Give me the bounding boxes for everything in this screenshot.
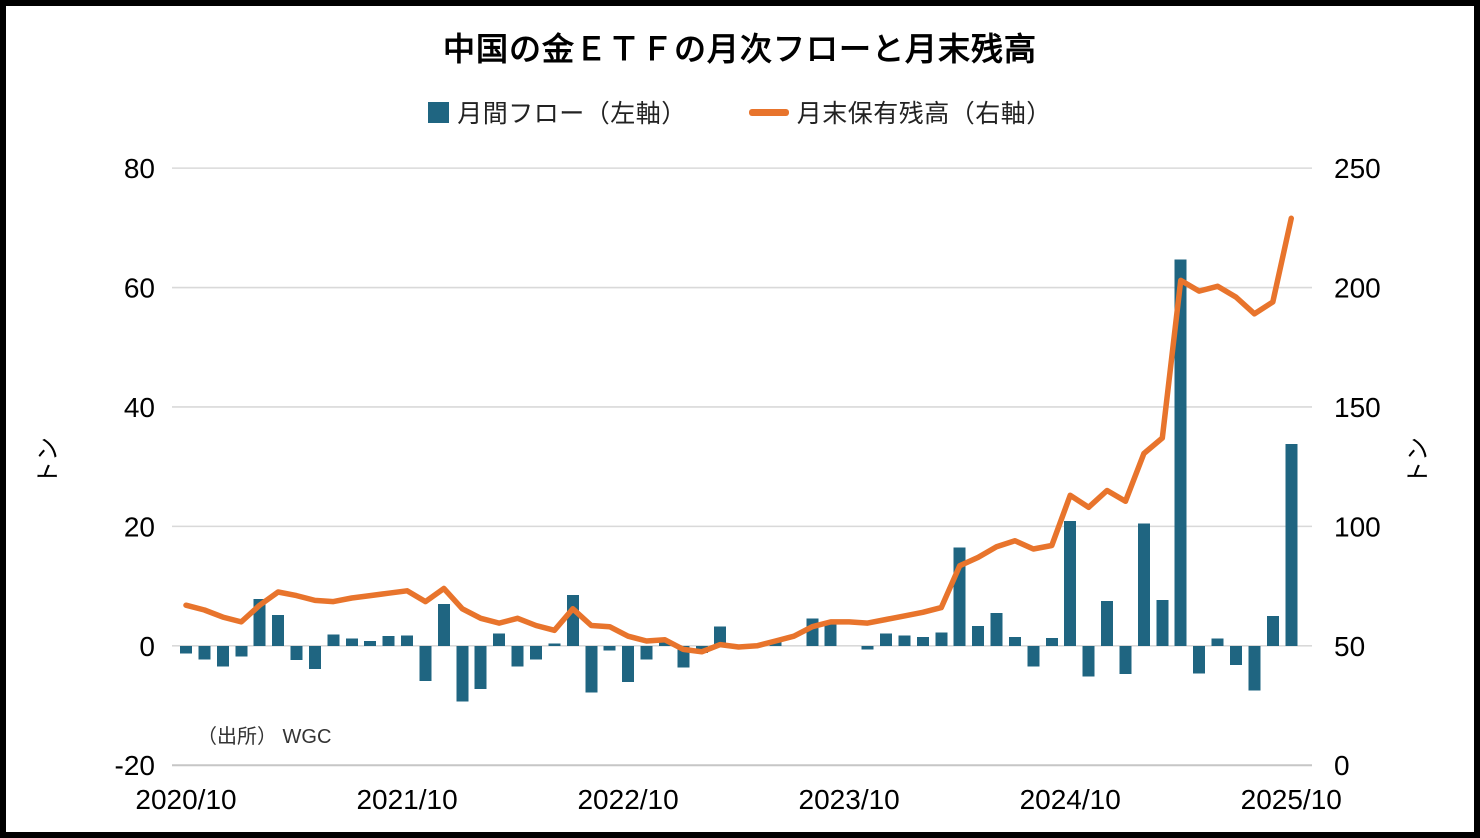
x-axis-tick-label: 2023/10 <box>799 784 900 815</box>
right-axis-tick-label: 200 <box>1334 273 1381 304</box>
flow-bar <box>658 641 671 646</box>
flow-bar <box>1193 645 1206 674</box>
x-axis-tick-label: 2022/10 <box>577 784 678 815</box>
source-note: （出所） WGC <box>197 725 331 748</box>
x-axis-tick-label: 2025/10 <box>1241 784 1342 815</box>
flow-bar <box>235 645 248 657</box>
flow-bar <box>585 645 598 693</box>
flow-bar <box>861 645 874 650</box>
right-axis-tick-label: 0 <box>1334 750 1350 781</box>
flow-bar <box>1045 638 1058 646</box>
flow-bar <box>1101 601 1114 646</box>
flow-bar <box>1082 645 1095 677</box>
flow-bar <box>714 626 727 646</box>
right-axis-tick-label: 250 <box>1334 153 1381 184</box>
flow-bar <box>1027 645 1040 667</box>
flow-bar <box>1174 259 1187 646</box>
flow-bar <box>456 645 469 702</box>
flow-bar <box>548 643 561 646</box>
flow-bar <box>198 645 211 660</box>
flow-bar <box>474 645 487 689</box>
flow-bar <box>419 645 432 682</box>
right-axis-title: トン <box>1405 437 1432 485</box>
flow-bar <box>511 645 524 667</box>
flow-bar <box>364 641 377 646</box>
x-axis-tick-label: 2024/10 <box>1020 784 1121 815</box>
flow-bar <box>216 645 229 667</box>
flow-bar <box>1137 523 1150 646</box>
legend-label-monthly-flow: 月間フロー（左軸） <box>457 100 687 128</box>
flow-bar <box>935 632 948 646</box>
x-axis-tick-label: 2021/10 <box>356 784 457 815</box>
flow-bar <box>1211 638 1224 646</box>
left-axis-tick-label: 40 <box>124 392 155 423</box>
flow-bar <box>1064 521 1077 646</box>
flow-bar <box>180 645 192 654</box>
flow-bar <box>308 645 321 670</box>
flow-bar <box>1008 636 1021 646</box>
flow-bar <box>401 635 414 646</box>
flow-bar <box>898 635 911 646</box>
flow-bar <box>990 612 1003 646</box>
x-axis-tick-label: 2020/10 <box>135 784 236 815</box>
flow-bar <box>1285 443 1298 646</box>
flow-bar <box>916 636 929 646</box>
holdings-line <box>183 215 1295 655</box>
right-axis-tick-label: 50 <box>1334 631 1365 662</box>
left-axis-tick-label: 60 <box>124 273 155 304</box>
flow-bar <box>529 645 542 660</box>
left-axis-tick-label: -20 <box>115 750 155 781</box>
right-axis-tick-label: 150 <box>1334 392 1381 423</box>
flow-bar <box>566 595 579 646</box>
legend-item-monthly-flow: 月間フロー（左軸） <box>428 94 687 130</box>
flow-bar <box>879 633 892 646</box>
flow-bar <box>972 626 985 646</box>
left-axis-title: トン <box>35 437 62 485</box>
flow-bar <box>272 614 285 646</box>
flow-bar <box>327 634 340 646</box>
bar-series-swatch-icon <box>428 101 450 123</box>
line-series-swatch-icon <box>748 108 789 116</box>
flow-bar <box>640 645 653 660</box>
chart-title: 中国の金ＥＴＦの月次フローと月末残高 <box>442 31 1037 67</box>
flow-bar <box>1229 645 1242 665</box>
flow-bar <box>437 604 450 646</box>
flow-bar <box>1248 645 1261 691</box>
left-axis-tick-label: 20 <box>124 511 155 542</box>
left-axis-tick-label: 80 <box>124 153 155 184</box>
flow-bar <box>806 618 819 646</box>
flow-bar <box>1266 615 1279 646</box>
flow-bar <box>290 645 303 661</box>
right-axis-tick-label: 100 <box>1334 511 1381 542</box>
chart-legend: 月間フロー（左軸） 月末保有残高（右軸） <box>0 94 1480 130</box>
flow-bar <box>603 645 616 651</box>
flow-bar <box>824 624 837 646</box>
flow-bar <box>622 645 635 683</box>
legend-label-holdings: 月末保有残高（右軸） <box>796 100 1052 128</box>
flow-bar <box>382 636 395 646</box>
left-axis-tick-label: 0 <box>139 631 155 662</box>
flow-bar <box>1156 599 1169 646</box>
legend-item-holdings: 月末保有残高（右軸） <box>748 94 1052 130</box>
flow-bar <box>1119 645 1132 674</box>
flow-bar <box>345 638 358 646</box>
flow-bar <box>493 633 506 646</box>
